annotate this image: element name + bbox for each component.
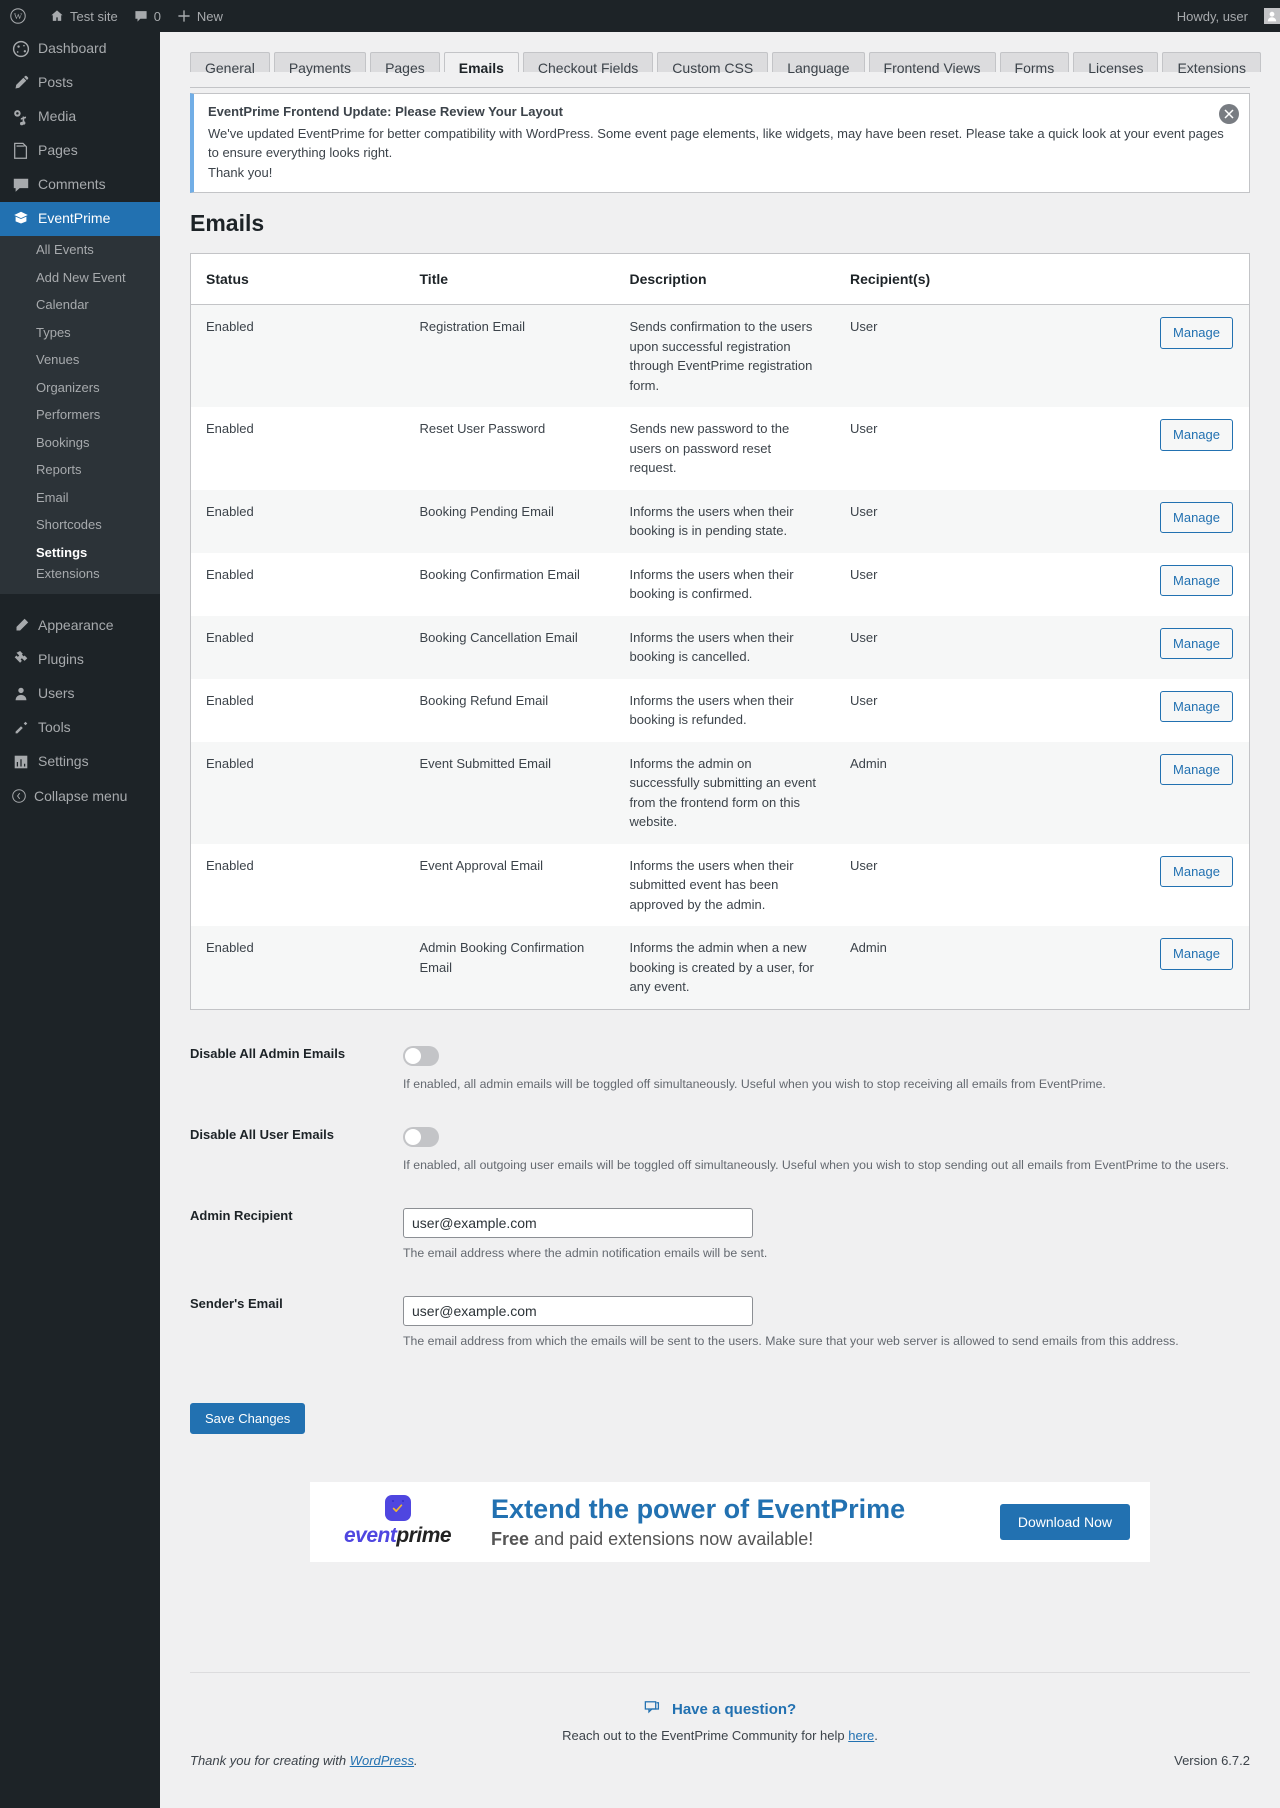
svg-text:W: W [14,11,23,21]
